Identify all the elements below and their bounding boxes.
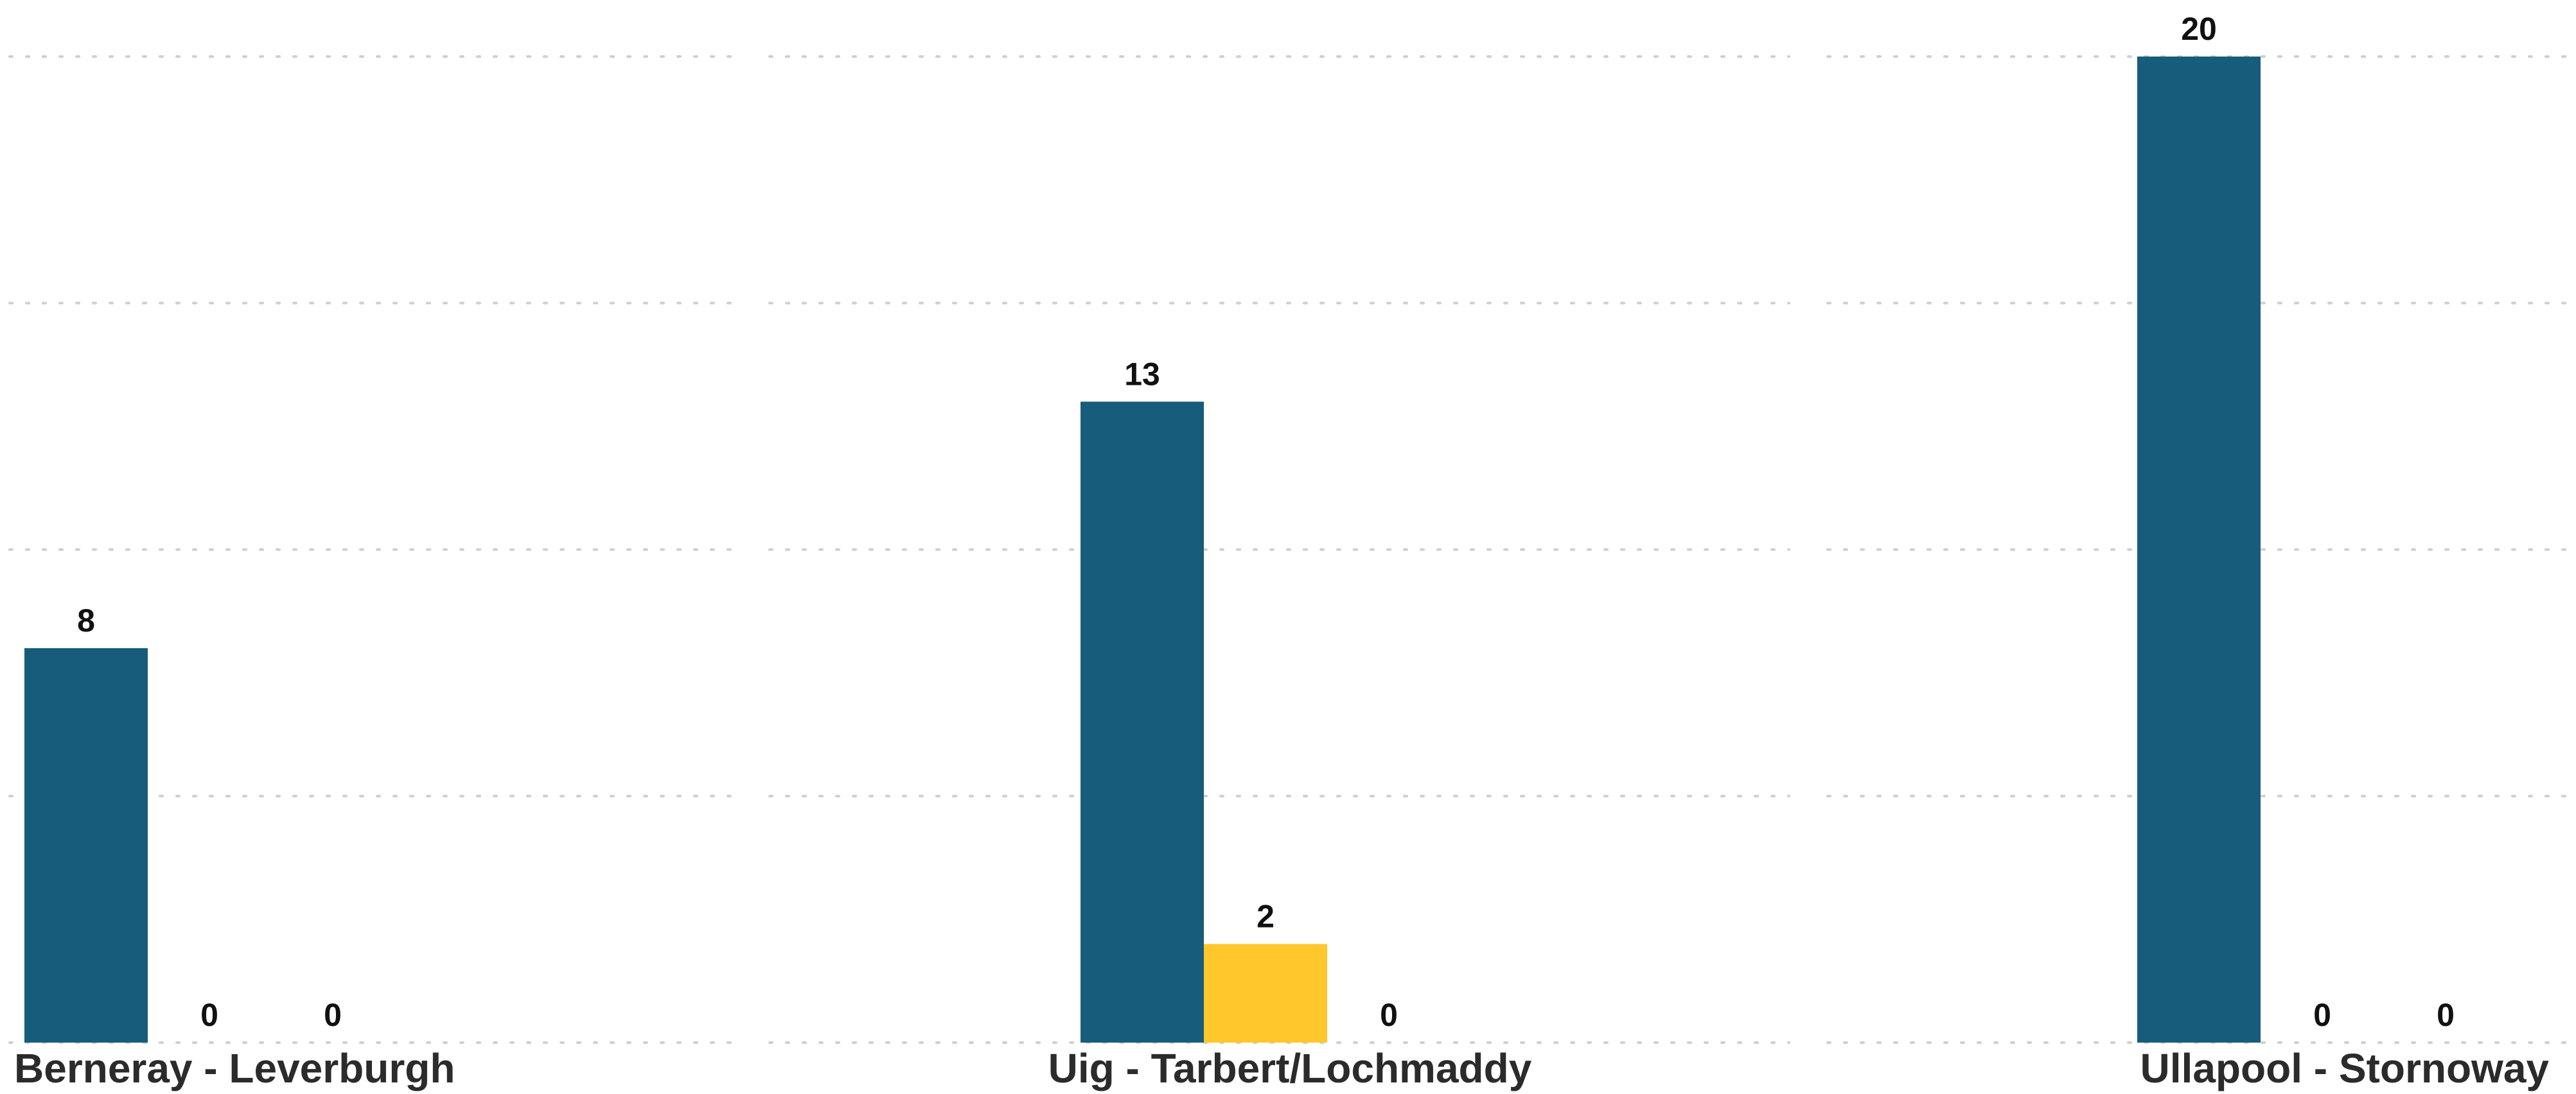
category-label-1: Berneray - Leverburgh bbox=[14, 1045, 455, 1091]
bar-2-series-1 bbox=[1081, 401, 1204, 1043]
value-label-3-series-3: 0 bbox=[2437, 997, 2455, 1033]
bars bbox=[24, 57, 2261, 1043]
bar-1-series-1 bbox=[24, 648, 148, 1043]
gridlines bbox=[8, 55, 2574, 1044]
bar-2-series-2 bbox=[1204, 944, 1327, 1043]
value-label-1-series-2: 0 bbox=[200, 997, 218, 1033]
category-label-3: Ullapool - Stornoway bbox=[2140, 1045, 2550, 1091]
value-label-3-series-1: 20 bbox=[2181, 11, 2217, 47]
category-labels: Berneray - Leverburgh Uig - Tarbert/Lochm… bbox=[14, 1045, 2549, 1091]
value-label-3-series-2: 0 bbox=[2313, 997, 2331, 1033]
value-label-1-series-3: 0 bbox=[324, 997, 342, 1033]
value-label-2-series-3: 0 bbox=[1380, 997, 1398, 1033]
category-label-2: Uig - Tarbert/Lochmaddy bbox=[1048, 1045, 1532, 1091]
value-label-1-series-1: 8 bbox=[77, 603, 95, 639]
bar-3-series-1 bbox=[2137, 57, 2261, 1043]
value-label-2-series-1: 13 bbox=[1124, 356, 1160, 392]
value-label-2-series-2: 2 bbox=[1257, 899, 1275, 935]
